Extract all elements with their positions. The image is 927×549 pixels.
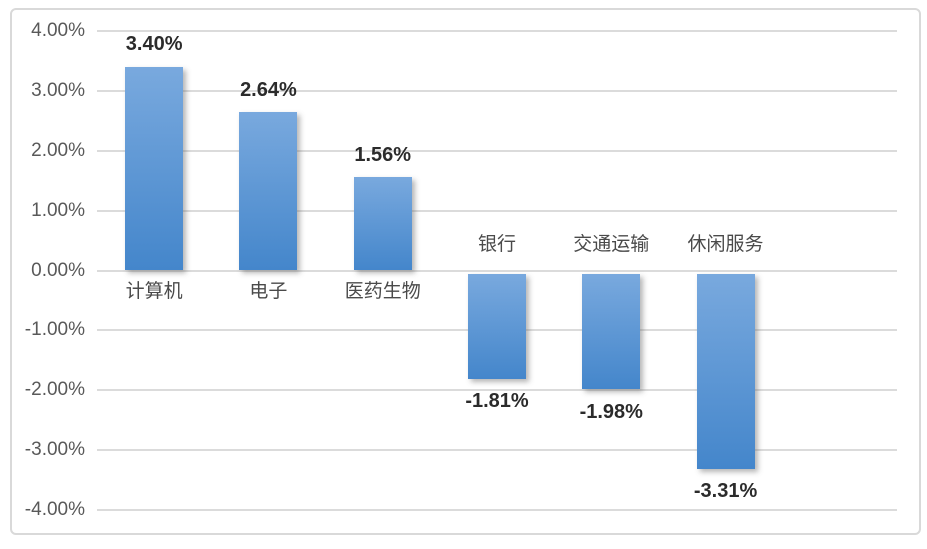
bar — [468, 273, 526, 379]
gridline — [97, 89, 897, 92]
y-tick-label: 4.00% — [31, 19, 85, 41]
bar — [696, 273, 755, 469]
bar — [582, 273, 641, 390]
y-tick-label: -3.00% — [24, 439, 85, 461]
value-label: 1.56% — [354, 143, 412, 166]
gridline — [97, 29, 897, 32]
value-label: -3.31% — [693, 480, 758, 503]
gridline — [97, 509, 897, 512]
y-tick-label: -4.00% — [24, 499, 85, 521]
value-label: -1.98% — [579, 400, 643, 423]
value-label: -1.81% — [465, 390, 529, 413]
y-tick-label: 2.00% — [31, 139, 85, 161]
category-label: 计算机 — [125, 281, 183, 302]
category-label: 交通运输 — [573, 234, 650, 255]
y-tick-label: -2.00% — [24, 379, 85, 401]
category-label: 银行 — [477, 234, 516, 255]
bar — [353, 177, 412, 270]
value-label: 3.40% — [125, 33, 183, 56]
bar — [125, 66, 184, 270]
value-label: 2.64% — [240, 78, 297, 101]
bar — [239, 112, 298, 270]
gridline — [97, 149, 897, 152]
category-label: 电子 — [249, 281, 288, 302]
y-tick-label: 3.00% — [31, 79, 85, 101]
gridline — [97, 389, 897, 392]
gridline — [97, 269, 897, 272]
category-label: 休闲服务 — [687, 234, 764, 255]
y-tick-label: -1.00% — [24, 319, 85, 341]
y-tick-label: 0.00% — [31, 259, 85, 281]
y-tick-label: 1.00% — [31, 199, 85, 221]
category-label: 医药生物 — [344, 281, 421, 302]
gridline — [97, 209, 897, 212]
gridline — [97, 449, 897, 452]
